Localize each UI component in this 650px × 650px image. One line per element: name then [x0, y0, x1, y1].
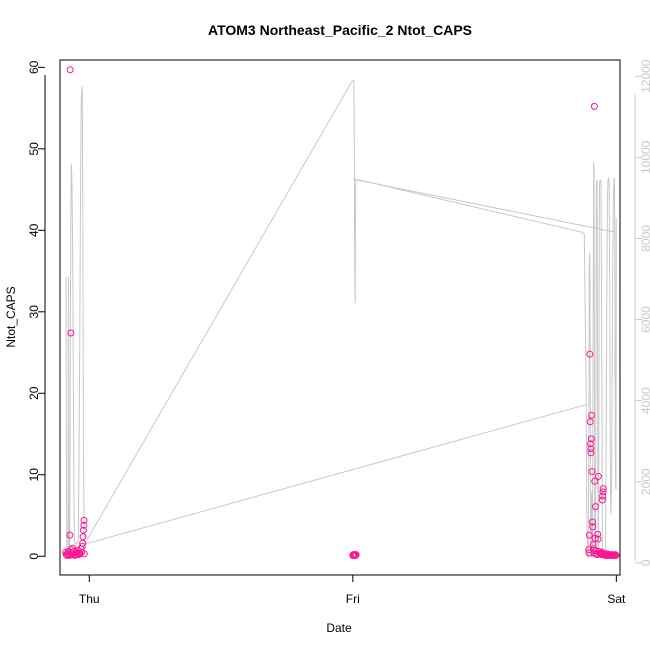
y-tick-label: 0	[27, 553, 41, 560]
data-point	[588, 468, 596, 475]
y2-axis: 0 2000 4000 6000 8000 10000 12000	[635, 59, 650, 566]
y2-tick-label: 4000	[639, 387, 650, 414]
data-point	[611, 551, 619, 559]
data-point	[66, 531, 74, 539]
x-axis: Thu Fri Sat	[79, 575, 626, 606]
altitude-connector	[84, 404, 587, 545]
data-point	[587, 435, 595, 443]
data-point	[588, 411, 596, 419]
data-point	[612, 551, 620, 559]
x-axis-label: Date	[326, 621, 352, 635]
data-point	[599, 492, 607, 500]
data-point	[67, 329, 75, 337]
data-point	[594, 535, 602, 543]
data-point	[79, 533, 87, 541]
y-tick-label: 10	[27, 468, 41, 482]
data-point	[78, 543, 86, 550]
data-points-layer	[62, 66, 620, 559]
data-point	[66, 66, 74, 74]
altitude-line-layer	[65, 79, 617, 559]
data-point	[585, 549, 593, 557]
data-point	[592, 503, 599, 511]
plot-frame	[59, 59, 621, 576]
y-axis: 0 10 20 30 40 50 60	[27, 60, 45, 560]
data-point	[599, 488, 607, 496]
data-point	[587, 445, 595, 453]
data-point	[585, 531, 593, 539]
altitude-line	[65, 79, 617, 559]
data-point	[80, 550, 88, 558]
data-point	[352, 551, 360, 559]
y-tick-label: 30	[27, 305, 41, 319]
y2-tick-label: 10000	[639, 140, 650, 174]
data-point	[80, 516, 88, 524]
data-point	[588, 518, 596, 526]
y2-tick-label: 6000	[639, 306, 650, 333]
y2-tick-label: 8000	[639, 225, 650, 252]
data-point	[80, 521, 88, 529]
y-tick-label: 40	[27, 223, 41, 237]
data-point	[79, 526, 87, 534]
data-point	[590, 102, 598, 110]
data-point	[586, 418, 594, 426]
chart-title: ATOM3 Northeast_Pacific_2 Ntot_CAPS	[208, 22, 472, 38]
data-point	[591, 477, 599, 485]
y2-tick-label: 2000	[639, 468, 650, 495]
y2-tick-label: 12000	[639, 59, 650, 93]
data-point	[587, 449, 595, 457]
y-tick-label: 20	[27, 386, 41, 400]
data-point	[586, 350, 594, 358]
data-point	[599, 485, 607, 493]
data-point	[586, 440, 594, 448]
y-axis-label: Ntot_CAPS	[4, 286, 18, 347]
data-point	[79, 539, 87, 547]
data-point	[589, 523, 597, 531]
altitude-connector	[353, 178, 617, 233]
data-point	[76, 550, 84, 558]
y-tick-label: 50	[27, 142, 41, 156]
data-point	[598, 496, 606, 504]
x-tick-label: Sat	[607, 592, 626, 606]
x-tick-label: Fri	[346, 592, 360, 606]
y2-tick-label: 0	[639, 559, 650, 566]
data-point	[585, 546, 593, 554]
y-tick-label: 60	[27, 60, 41, 74]
x-tick-label: Thu	[79, 592, 100, 606]
data-point	[594, 530, 602, 538]
data-point	[594, 472, 602, 480]
data-point	[589, 541, 597, 549]
